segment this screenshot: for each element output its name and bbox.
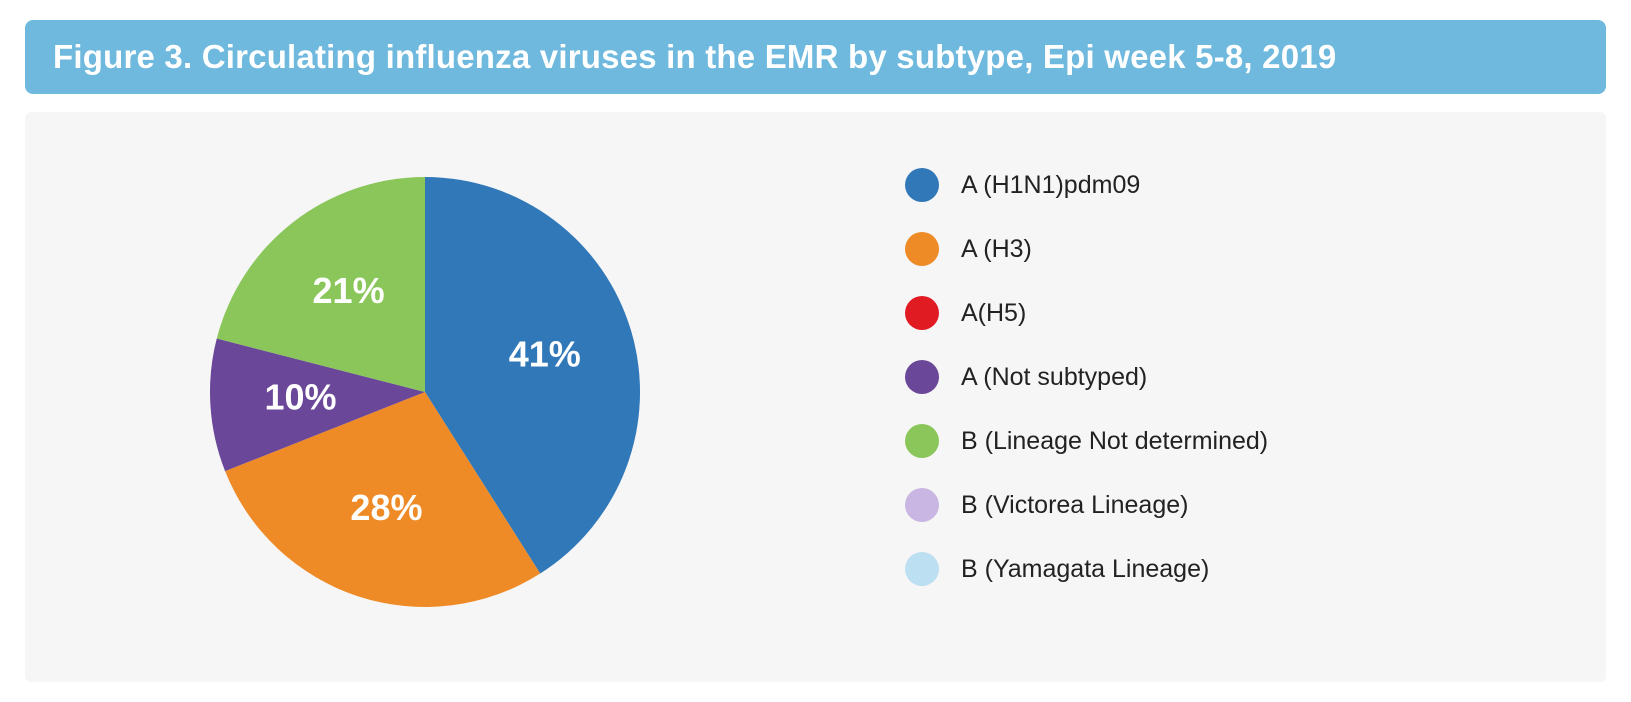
legend-swatch [905, 424, 939, 458]
pie-slice-label: 41% [509, 334, 581, 375]
legend-item: B (Victorea Lineage) [905, 488, 1566, 522]
legend-label: A (H1N1)pdm09 [961, 171, 1140, 200]
legend-swatch [905, 168, 939, 202]
pie-slice-label: 10% [265, 376, 337, 417]
legend-swatch [905, 232, 939, 266]
legend-item: B (Lineage Not determined) [905, 424, 1566, 458]
pie-chart-wrap: 41% 28% 10% 21% [65, 142, 785, 642]
legend-label: B (Yamagata Lineage) [961, 555, 1209, 584]
legend: A (H1N1)pdm09 A (H3) A(H5) A (Not subtyped)… [785, 168, 1566, 616]
legend-label: A(H5) [961, 299, 1026, 328]
chart-panel: 41%28%10%21% A (H1N1)pdm09A (H3)A(H5)A (… [25, 112, 1606, 682]
legend-item: A (H1N1)pdm09 [905, 168, 1566, 202]
legend-item: A (Not subtyped) [905, 360, 1566, 394]
legend-label: B (Lineage Not determined) [961, 427, 1268, 456]
legend-swatch [905, 360, 939, 394]
legend-item: A (H3) [905, 232, 1566, 266]
legend-item: A(H5) [905, 296, 1566, 330]
legend-swatch [905, 488, 939, 522]
figure-container: Figure 3. Circulating influenza viruses … [0, 0, 1631, 702]
pie-chart: 41% 28% 10% 21% [175, 142, 675, 642]
pie-slice-label: 28% [350, 487, 422, 528]
chart-title: Figure 3. Circulating influenza viruses … [25, 20, 1606, 94]
legend-swatch [905, 552, 939, 586]
legend-label: B (Victorea Lineage) [961, 491, 1188, 520]
legend-label: A (Not subtyped) [961, 363, 1147, 392]
pie-slice-label: 21% [313, 270, 385, 311]
legend-item: B (Yamagata Lineage) [905, 552, 1566, 586]
legend-swatch [905, 296, 939, 330]
legend-label: A (H3) [961, 235, 1032, 264]
